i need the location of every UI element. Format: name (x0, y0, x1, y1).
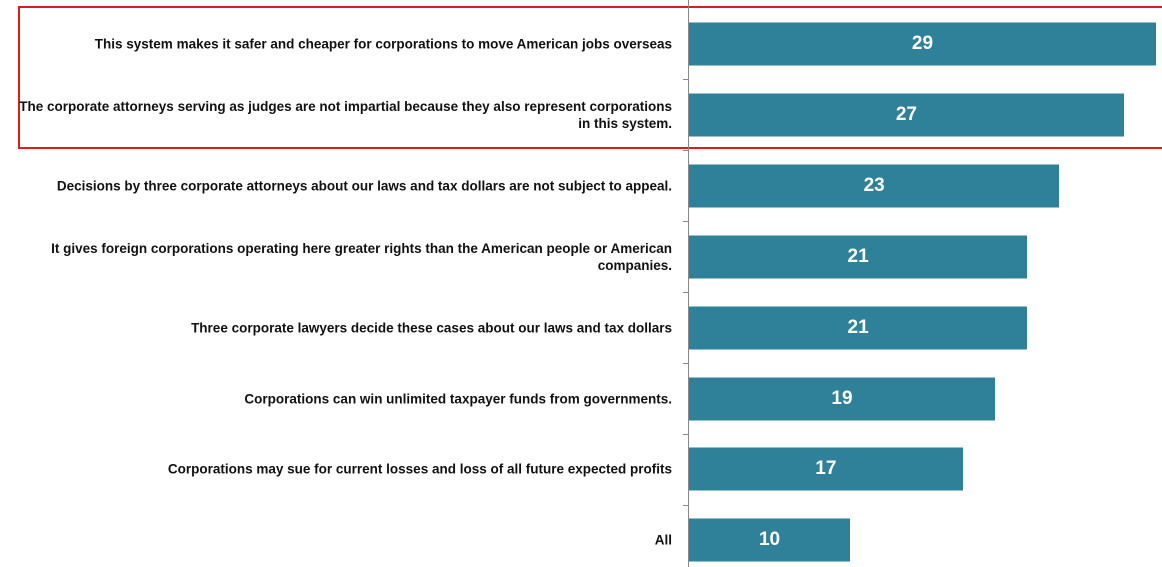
bar (689, 377, 995, 420)
category-tick (683, 79, 689, 81)
value-label: 19 (831, 387, 853, 409)
bar (689, 447, 963, 491)
value-label: 21 (847, 245, 869, 267)
axis-line (688, 0, 689, 567)
category-label: It gives foreign corporations operating … (51, 240, 672, 273)
bar (689, 306, 1028, 350)
bar (689, 22, 1156, 66)
value-label: 23 (863, 174, 885, 196)
bar (689, 93, 1124, 137)
bar (689, 235, 1028, 279)
category-tick (683, 292, 689, 294)
value-label: 27 (895, 103, 917, 125)
value-label: 10 (758, 529, 781, 551)
category-label: All (654, 532, 672, 548)
category-label: This system makes it safer and cheaper f… (94, 36, 672, 52)
category-tick (683, 363, 689, 365)
category-label: Three corporate lawyers decide these cas… (191, 320, 672, 336)
value-label: 29 (911, 33, 934, 54)
category-label: Decisions by three corporate attorneys a… (56, 178, 672, 194)
bar (689, 164, 1060, 208)
category-label: The corporate attorneys serving as judge… (19, 98, 672, 131)
category-tick (683, 433, 689, 435)
category-tick (683, 150, 689, 152)
category-label: Corporations may sue for current losses … (167, 461, 672, 477)
bar (689, 518, 851, 562)
category-label: Corporations can win unlimited taxpayer … (244, 391, 672, 406)
value-label: 21 (847, 316, 869, 338)
value-label: 17 (815, 458, 837, 480)
category-tick (683, 221, 689, 223)
highlight-box (18, 6, 1162, 149)
category-tick (683, 504, 689, 506)
